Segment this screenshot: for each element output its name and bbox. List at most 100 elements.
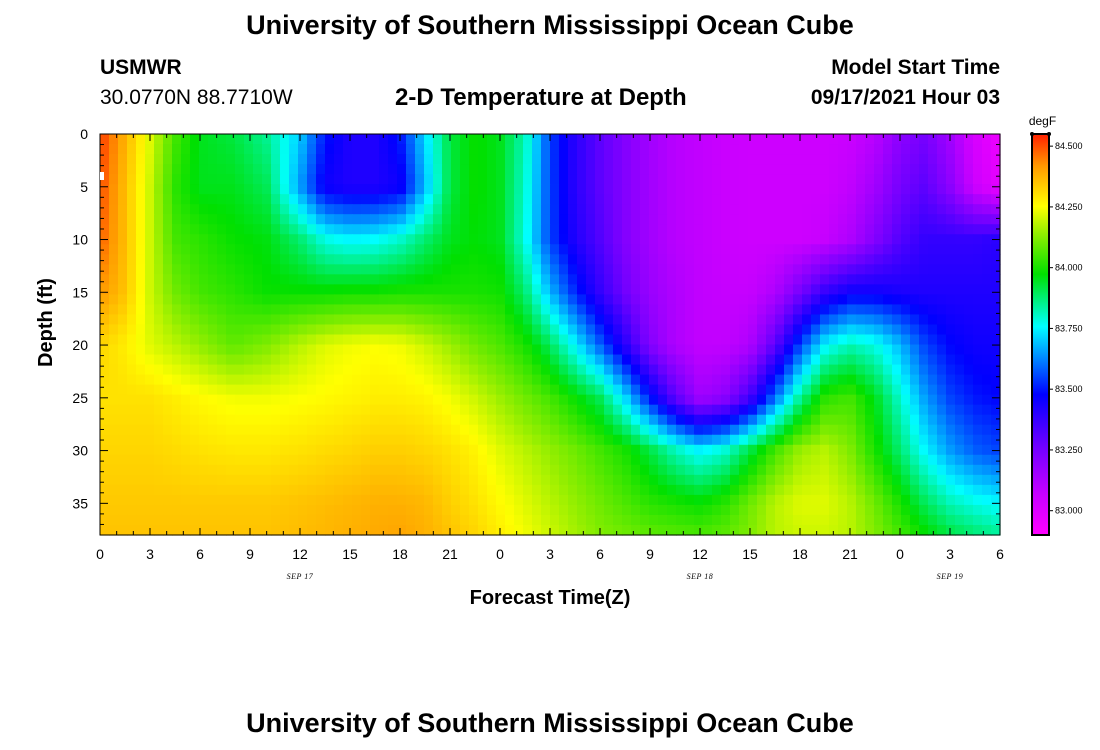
heatmap-cell bbox=[379, 344, 389, 356]
heatmap-cell bbox=[253, 234, 263, 245]
heatmap-cell bbox=[766, 304, 776, 316]
heatmap-cell bbox=[919, 134, 929, 145]
heatmap-cell bbox=[721, 194, 731, 205]
heatmap-cell bbox=[730, 344, 740, 356]
heatmap-cell bbox=[343, 314, 353, 326]
heatmap-cell bbox=[541, 324, 551, 336]
heatmap-cell bbox=[667, 484, 677, 496]
heatmap-cell bbox=[766, 494, 776, 506]
heatmap-cell bbox=[280, 394, 290, 406]
heatmap-cell bbox=[784, 134, 794, 145]
heatmap-cell bbox=[937, 434, 947, 446]
heatmap-cell bbox=[676, 164, 686, 175]
heatmap-cell bbox=[433, 514, 443, 526]
colorbar: degF 84.50084.25084.00083.75083.50083.25… bbox=[1029, 114, 1083, 536]
heatmap-cell bbox=[982, 444, 992, 456]
heatmap-cell bbox=[460, 434, 470, 446]
heatmap-cell bbox=[271, 354, 281, 366]
heatmap-cell bbox=[244, 384, 254, 396]
heatmap-cell bbox=[298, 504, 308, 516]
heatmap-cell bbox=[964, 424, 974, 436]
heatmap-cell bbox=[424, 314, 434, 326]
heatmap-cell bbox=[478, 514, 488, 526]
heatmap-cell bbox=[838, 504, 848, 516]
heatmap-cell bbox=[685, 414, 695, 426]
heatmap-cell bbox=[190, 264, 200, 275]
heatmap-cell bbox=[550, 134, 560, 145]
heatmap-cell bbox=[307, 364, 317, 376]
heatmap-cell bbox=[379, 214, 389, 225]
heatmap-cell bbox=[244, 304, 254, 316]
heatmap-cell bbox=[811, 514, 821, 526]
heatmap-cell bbox=[388, 444, 398, 456]
heatmap-cell bbox=[532, 184, 542, 195]
heatmap-cell bbox=[514, 524, 524, 536]
heatmap-cell bbox=[433, 184, 443, 195]
heatmap-cell bbox=[460, 154, 470, 165]
heatmap-cell bbox=[244, 224, 254, 235]
heatmap-cell bbox=[766, 394, 776, 406]
heatmap-cell bbox=[433, 354, 443, 366]
heatmap-cell bbox=[703, 174, 713, 185]
heatmap-cell bbox=[928, 314, 938, 326]
heatmap-cell bbox=[262, 294, 272, 306]
heatmap-cell bbox=[865, 134, 875, 145]
heatmap-cell bbox=[676, 184, 686, 195]
heatmap-cell bbox=[991, 314, 1001, 326]
heatmap-cell bbox=[721, 294, 731, 306]
heatmap-cell bbox=[280, 254, 290, 265]
heatmap-cell bbox=[415, 234, 425, 245]
heatmap-cell bbox=[730, 184, 740, 195]
heatmap-cell bbox=[991, 194, 1001, 205]
heatmap-cell bbox=[847, 424, 857, 436]
heatmap-cell bbox=[946, 494, 956, 506]
heatmap-cell bbox=[487, 184, 497, 195]
heatmap-cell bbox=[991, 514, 1001, 526]
heatmap-cell bbox=[244, 484, 254, 496]
heatmap-cell bbox=[577, 354, 587, 366]
heatmap-cell bbox=[523, 164, 533, 175]
heatmap-cell bbox=[271, 144, 281, 155]
heatmap-cell bbox=[955, 194, 965, 205]
heatmap-cell bbox=[217, 414, 227, 426]
heatmap-cell bbox=[595, 514, 605, 526]
x-tick-label: 15 bbox=[742, 546, 758, 562]
heatmap-cell bbox=[433, 394, 443, 406]
heatmap-cell bbox=[280, 274, 290, 285]
heatmap-cell bbox=[631, 184, 641, 195]
heatmap-cell bbox=[865, 214, 875, 225]
heatmap-cell bbox=[883, 484, 893, 496]
heatmap-cell bbox=[217, 304, 227, 316]
heatmap-cell bbox=[505, 374, 515, 386]
heatmap-cell bbox=[343, 364, 353, 376]
heatmap-cell bbox=[163, 344, 173, 356]
heatmap-cell bbox=[307, 184, 317, 195]
heatmap-cell bbox=[334, 494, 344, 506]
heatmap-cell bbox=[496, 174, 506, 185]
heatmap-cell bbox=[802, 204, 812, 215]
heatmap-cell bbox=[811, 144, 821, 155]
heatmap-cell bbox=[172, 374, 182, 386]
heatmap-cell bbox=[622, 474, 632, 486]
heatmap-cell bbox=[307, 424, 317, 436]
heatmap-cell bbox=[199, 134, 209, 145]
heatmap-cell bbox=[172, 134, 182, 145]
heatmap-cell bbox=[802, 384, 812, 396]
heatmap-cell bbox=[649, 454, 659, 466]
heatmap-cell bbox=[433, 234, 443, 245]
heatmap-cell bbox=[757, 214, 767, 225]
heatmap-cell bbox=[721, 304, 731, 316]
heatmap-cell bbox=[361, 264, 371, 275]
heatmap-cell bbox=[964, 414, 974, 426]
heatmap-cell bbox=[172, 244, 182, 255]
heatmap-cell bbox=[352, 504, 362, 516]
heatmap-cell bbox=[325, 284, 335, 296]
heatmap-cell bbox=[559, 214, 569, 225]
heatmap-cell bbox=[190, 254, 200, 265]
heatmap-cell bbox=[127, 494, 137, 506]
heatmap-cell bbox=[523, 274, 533, 285]
heatmap-cell bbox=[379, 304, 389, 316]
heatmap-cell bbox=[172, 224, 182, 235]
heatmap-cell bbox=[847, 324, 857, 336]
heatmap-cell bbox=[892, 454, 902, 466]
